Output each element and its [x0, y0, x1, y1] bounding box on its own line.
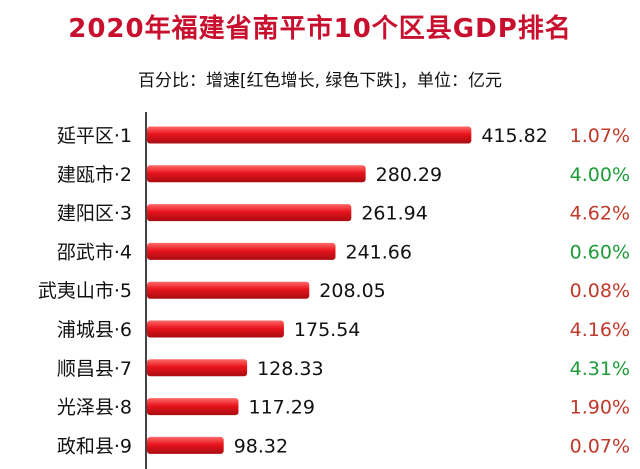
growth-label: 4.00% — [570, 164, 630, 186]
growth-label: 4.16% — [570, 319, 630, 341]
bar — [147, 242, 336, 260]
chart-subtitle: 百分比：增速[红色增长, 绿色下跌]，单位：亿元 — [137, 71, 503, 91]
growth-label: 1.90% — [570, 397, 630, 419]
bar — [147, 398, 239, 416]
bar — [147, 126, 472, 144]
category-label: 顺昌县·7 — [57, 358, 132, 380]
category-label: 光泽县·8 — [57, 397, 132, 419]
value-label: 98.32 — [234, 435, 288, 457]
value-label: 415.82 — [481, 125, 547, 147]
value-label: 208.05 — [319, 280, 385, 302]
growth-label: 0.08% — [570, 280, 630, 302]
growth-label: 1.07% — [570, 125, 630, 147]
growth-label: 0.07% — [570, 435, 630, 457]
value-label: 280.29 — [376, 164, 442, 186]
growth-label: 4.31% — [570, 358, 630, 380]
value-label: 128.33 — [257, 358, 323, 380]
growth-label: 4.62% — [570, 203, 630, 225]
category-label: 武夷山市·5 — [38, 280, 132, 302]
category-label: 建瓯市·2 — [57, 164, 132, 186]
value-label: 241.66 — [345, 241, 411, 263]
value-label: 117.29 — [248, 397, 314, 419]
bar — [147, 436, 224, 454]
bar — [147, 281, 310, 299]
category-axis-line — [145, 112, 147, 469]
category-label: 延平区·1 — [57, 125, 132, 147]
value-label: 175.54 — [294, 319, 360, 341]
value-label: 261.94 — [361, 203, 427, 225]
category-label: 浦城县·6 — [57, 319, 132, 341]
category-label: 政和县·9 — [57, 435, 132, 457]
category-label: 建阳区·3 — [57, 203, 132, 225]
growth-label: 0.60% — [570, 241, 630, 263]
category-label: 邵武市·4 — [57, 241, 132, 263]
bar — [147, 165, 366, 183]
bar — [147, 320, 284, 338]
bar — [147, 204, 352, 222]
chart-title: 2020年福建省南平市10个区县GDP排名 — [68, 14, 572, 44]
bar — [147, 359, 248, 377]
